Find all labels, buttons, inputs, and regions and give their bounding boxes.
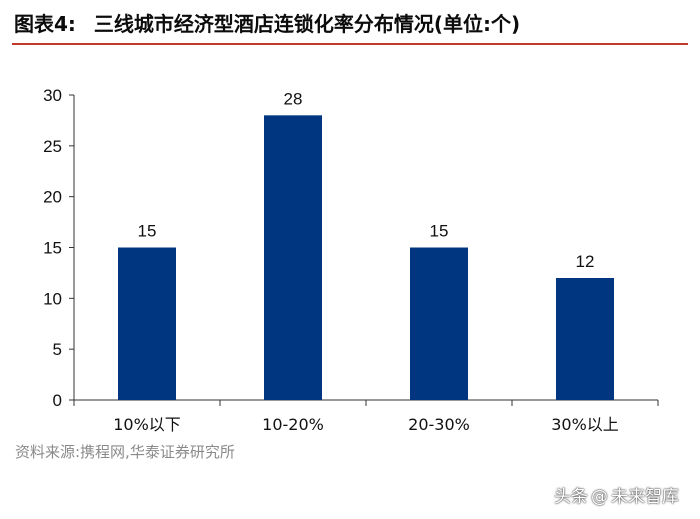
y-tick-label: 25 xyxy=(43,137,62,156)
data-label: 15 xyxy=(430,222,449,241)
y-tick-label: 20 xyxy=(43,188,62,207)
y-tick-label: 10 xyxy=(43,289,62,308)
source-note: 资料来源:携程网,华泰证券研究所 xyxy=(15,443,235,461)
y-tick-label: 0 xyxy=(53,391,62,410)
watermark-at: @ xyxy=(591,487,608,507)
y-tick-label: 15 xyxy=(43,239,62,258)
x-tick-label: 20-30% xyxy=(408,415,470,434)
data-label: 12 xyxy=(576,252,595,271)
x-tick-label: 10%以下 xyxy=(113,415,181,434)
data-label: 15 xyxy=(138,222,157,241)
figure-label: 图表4: xyxy=(14,12,76,36)
title-divider xyxy=(12,43,688,45)
figure-title: 图表4: 三线城市经济型酒店连锁化率分布情况(单位:个) xyxy=(14,8,520,37)
x-tick-label: 30%以上 xyxy=(551,415,619,434)
bar xyxy=(118,247,176,400)
bar xyxy=(556,278,614,400)
watermark: 头条 @ 未来智库 xyxy=(554,482,679,507)
data-label: 28 xyxy=(284,89,303,108)
x-tick-label: 10-20% xyxy=(262,415,324,434)
y-tick-label: 30 xyxy=(43,86,62,105)
watermark-prefix: 头条 xyxy=(554,487,588,507)
y-tick-label: 5 xyxy=(53,340,62,359)
bar xyxy=(264,115,322,400)
figure-title-text: 三线城市经济型酒店连锁化率分布情况(单位:个) xyxy=(93,12,521,36)
bar xyxy=(410,247,468,400)
watermark-name: 未来智库 xyxy=(611,487,679,507)
